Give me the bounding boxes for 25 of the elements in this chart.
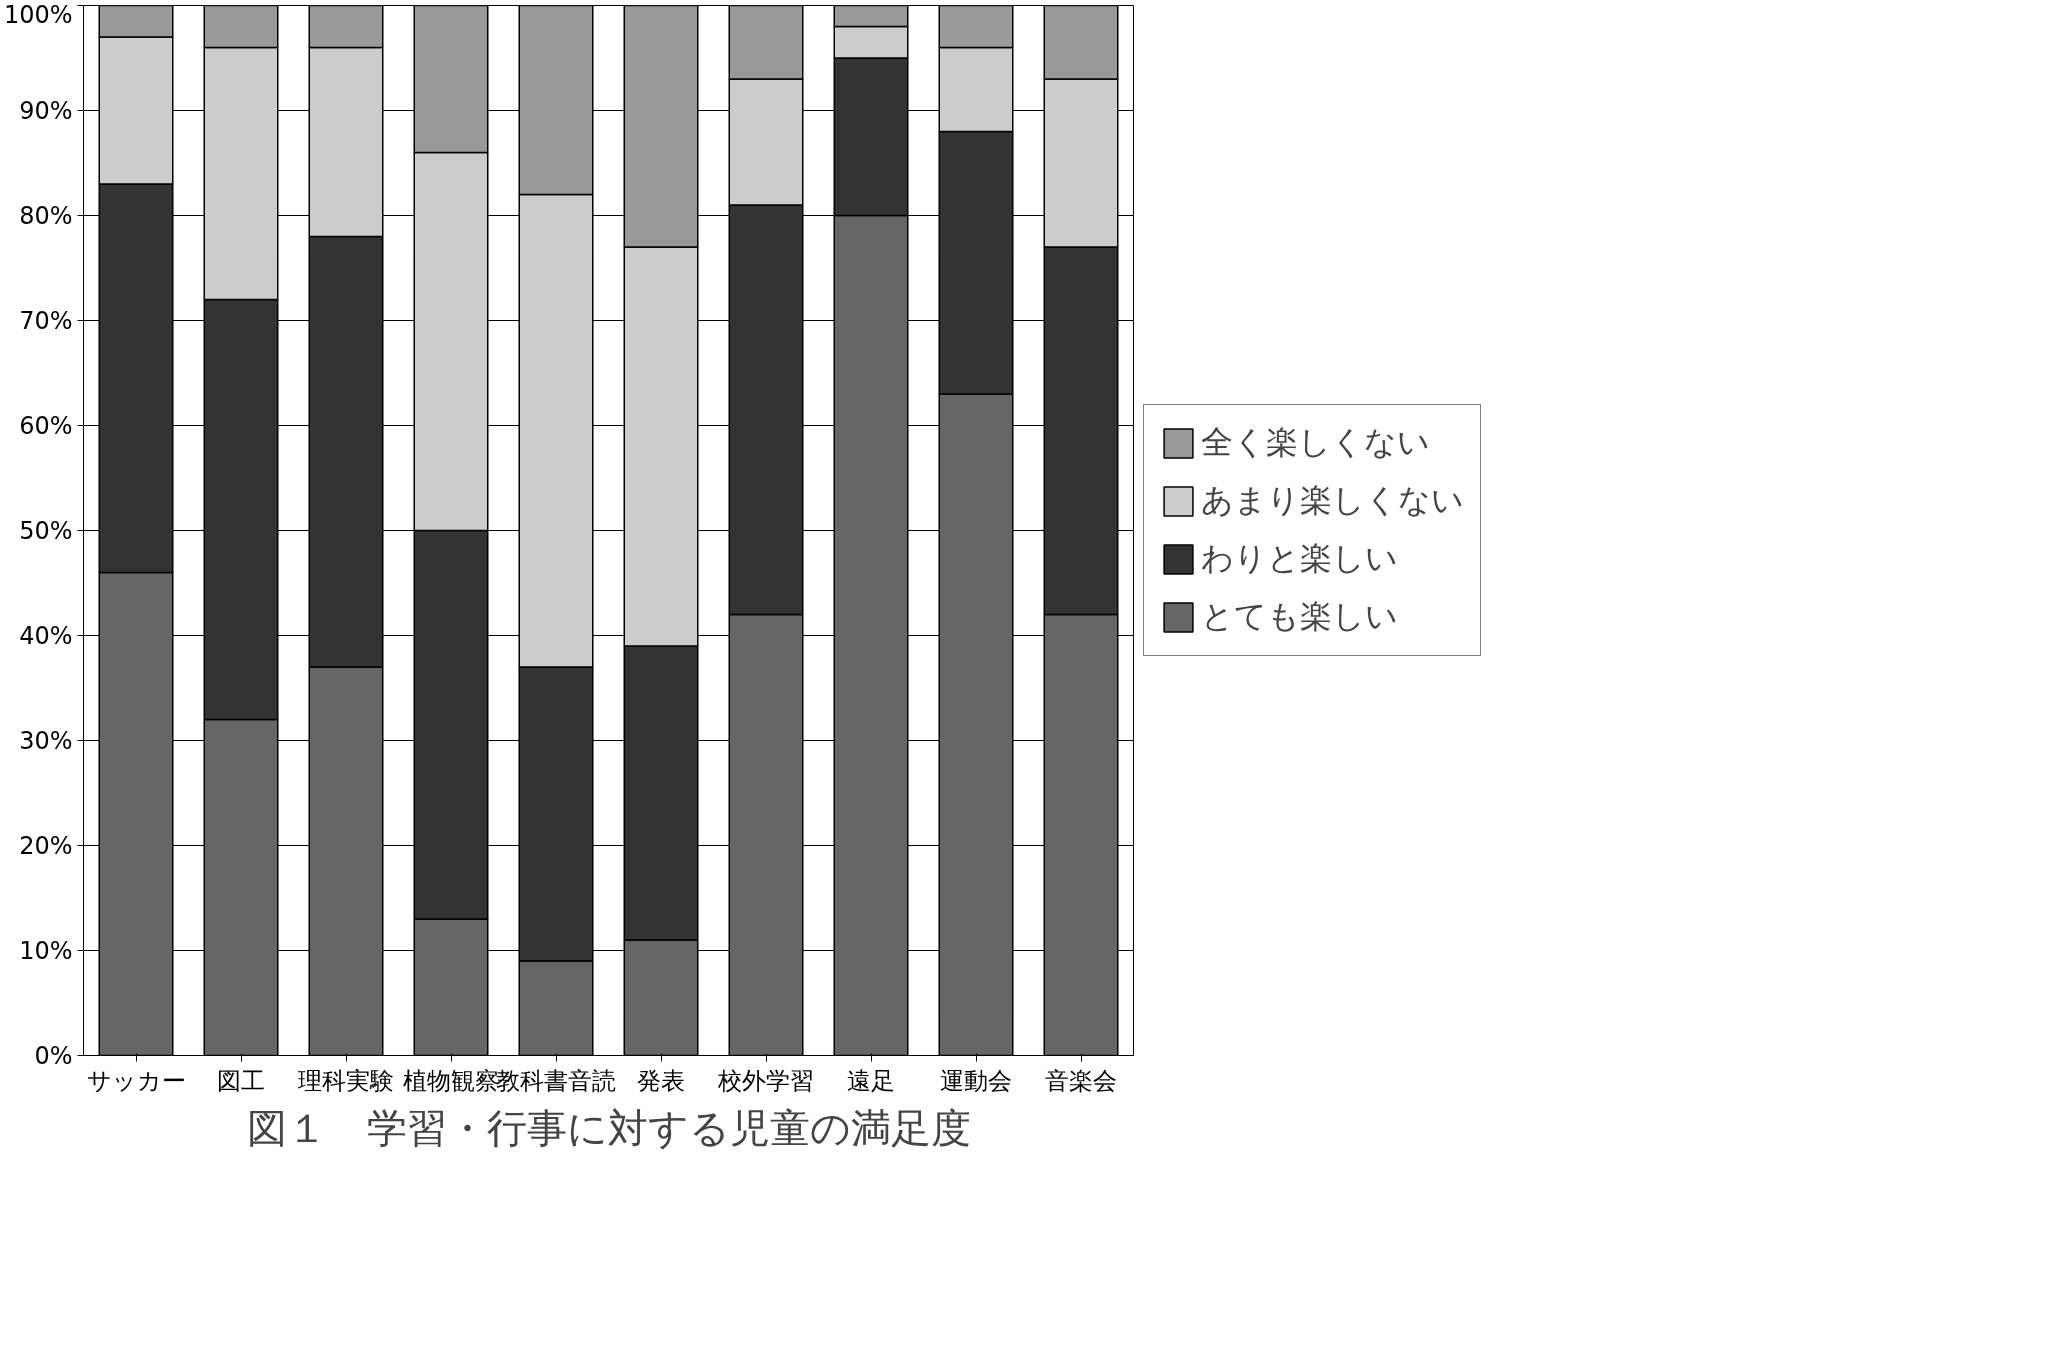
x-tick-label: 校外学習 bbox=[717, 1066, 814, 1095]
legend-label: わりと楽しい bbox=[1201, 538, 1398, 579]
x-tick-label: 理科実験 bbox=[298, 1066, 394, 1095]
x-tick-label: サッカー bbox=[86, 1066, 186, 1095]
y-tick-label: 90% bbox=[19, 96, 73, 125]
text: 図１ 学習・行事に対する児童の満足度 bbox=[246, 1104, 971, 1151]
x-tick-label: 教科書音読 bbox=[496, 1066, 616, 1095]
y-tick-label: 50% bbox=[19, 516, 73, 545]
x-tick-label: 発表 bbox=[637, 1066, 685, 1095]
y-tick-label: 40% bbox=[19, 621, 73, 650]
legend-label: 全く楽しくない bbox=[1201, 422, 1430, 463]
y-tick-label: 10% bbox=[19, 936, 73, 965]
legend-label: あまり楽しくない bbox=[1201, 480, 1464, 521]
y-tick-label: 0% bbox=[34, 1041, 73, 1070]
y-tick-label: 20% bbox=[19, 831, 73, 860]
x-tick-label: 遠足 bbox=[847, 1066, 895, 1095]
x-tick-label: 図工 bbox=[217, 1066, 265, 1095]
x-tick-label: 音楽会 bbox=[1045, 1066, 1117, 1095]
y-tick-label: 100% bbox=[3, 0, 73, 29]
y-tick-label: 60% bbox=[19, 411, 73, 440]
y-tick-label: 70% bbox=[19, 306, 73, 335]
y-tick-label: 30% bbox=[19, 726, 73, 755]
x-tick-label: 運動会 bbox=[940, 1066, 1012, 1095]
y-tick-label: 80% bbox=[19, 201, 73, 230]
legend-label: とても楽しい bbox=[1201, 596, 1398, 637]
